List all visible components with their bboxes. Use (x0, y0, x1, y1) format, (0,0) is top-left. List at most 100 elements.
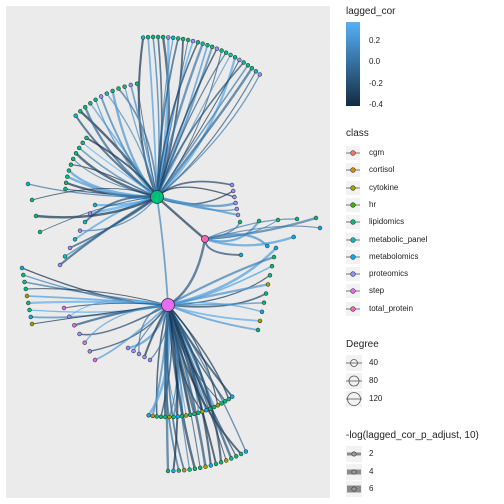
edge (84, 304, 169, 344)
leaf-node (125, 345, 131, 351)
edge (31, 188, 158, 201)
edge (167, 304, 219, 406)
leaf-node (92, 202, 98, 208)
colorbar-tick-label: 0.2 (369, 36, 381, 45)
class-key-glyph (346, 202, 360, 208)
class-label: cytokine (369, 182, 399, 192)
lagged-cor-colorbar (346, 22, 360, 106)
leaf-node (63, 180, 69, 186)
edge (167, 304, 212, 466)
edge (35, 195, 158, 219)
class-key-glyph (346, 254, 360, 260)
leaf-node (238, 451, 244, 457)
class-label: lipidomics (369, 217, 405, 227)
leaf-node (204, 408, 209, 413)
leaf-node (67, 245, 73, 251)
leaf-node (219, 48, 224, 53)
leaf-node (72, 323, 77, 328)
class-key-glyph (346, 306, 360, 312)
leaf-node (150, 413, 155, 419)
leaf-node (93, 97, 98, 103)
class-key (346, 267, 360, 282)
edge (156, 40, 194, 198)
edge (27, 183, 158, 198)
leaf-node (160, 34, 166, 40)
colorbar-tick-label: -0.2 (369, 79, 383, 88)
leaf-node (257, 318, 263, 324)
edge-width-label: 4 (369, 466, 374, 476)
leaf-node (317, 225, 323, 231)
leaf-node (37, 229, 43, 235)
leaf-node (218, 460, 224, 465)
class-key (346, 284, 360, 299)
leaf-node (66, 314, 72, 319)
degree-label: 40 (369, 358, 378, 367)
leaf-node (82, 219, 88, 225)
leaf-node (232, 55, 238, 60)
edge (39, 196, 158, 233)
leaf-node (146, 413, 151, 418)
class-key (346, 180, 360, 195)
leaf-node (255, 327, 261, 333)
degree-key (346, 373, 362, 389)
leaf-node (29, 197, 35, 203)
edges-layer (21, 36, 321, 472)
leaf-node (223, 50, 229, 55)
key-dot (350, 254, 356, 260)
edge (156, 67, 253, 198)
leaf-node (261, 300, 267, 305)
leaf-node (205, 42, 210, 48)
edge (204, 235, 295, 247)
edge (156, 196, 239, 217)
edge-width-key-glyph (347, 485, 361, 493)
leaf-node (72, 237, 78, 242)
edge (59, 196, 158, 266)
leaf-node (80, 140, 85, 146)
edge-width-key-glyph (347, 451, 361, 457)
class-label: metabolomics (369, 251, 419, 261)
leaf-node (171, 468, 176, 474)
key-dot (351, 486, 357, 492)
degree-key-glyph (346, 375, 362, 387)
leaf-node (196, 410, 201, 415)
edge (63, 302, 169, 309)
leaf-node (76, 145, 82, 151)
edge (156, 41, 199, 198)
leaf-node (229, 182, 235, 188)
leaf-node (163, 414, 168, 420)
edge (24, 281, 169, 306)
edge-width-key (346, 446, 362, 462)
leaf-node (188, 412, 193, 417)
leaf-node (256, 218, 262, 224)
leaf-node (57, 262, 63, 268)
leaf-node (214, 46, 220, 51)
edge (156, 64, 249, 198)
edge (78, 147, 158, 198)
leaf-node (219, 401, 224, 406)
class-key (346, 197, 360, 212)
degree-label: 80 (369, 376, 378, 385)
leaf-node (313, 215, 319, 221)
leaf-node (131, 348, 136, 354)
edge (136, 83, 158, 198)
leaf-node (116, 86, 121, 91)
edge (156, 61, 245, 198)
leaf-node (273, 245, 279, 251)
class-key (346, 163, 360, 178)
leaf-node (187, 467, 192, 472)
leaf-node (87, 349, 93, 354)
leaf-node (229, 456, 234, 461)
leaf-node (82, 104, 88, 110)
edge (167, 256, 275, 307)
class-label: total_protein (369, 303, 414, 313)
edge (167, 304, 223, 463)
leaf-node (104, 91, 110, 96)
edge (156, 74, 261, 198)
edge-width-key (346, 463, 362, 480)
edge (167, 292, 267, 308)
edge (82, 142, 158, 198)
leaf-node (245, 63, 251, 68)
leaf-node (200, 41, 205, 46)
leaf-node (155, 34, 161, 40)
leaf-node (62, 254, 68, 259)
